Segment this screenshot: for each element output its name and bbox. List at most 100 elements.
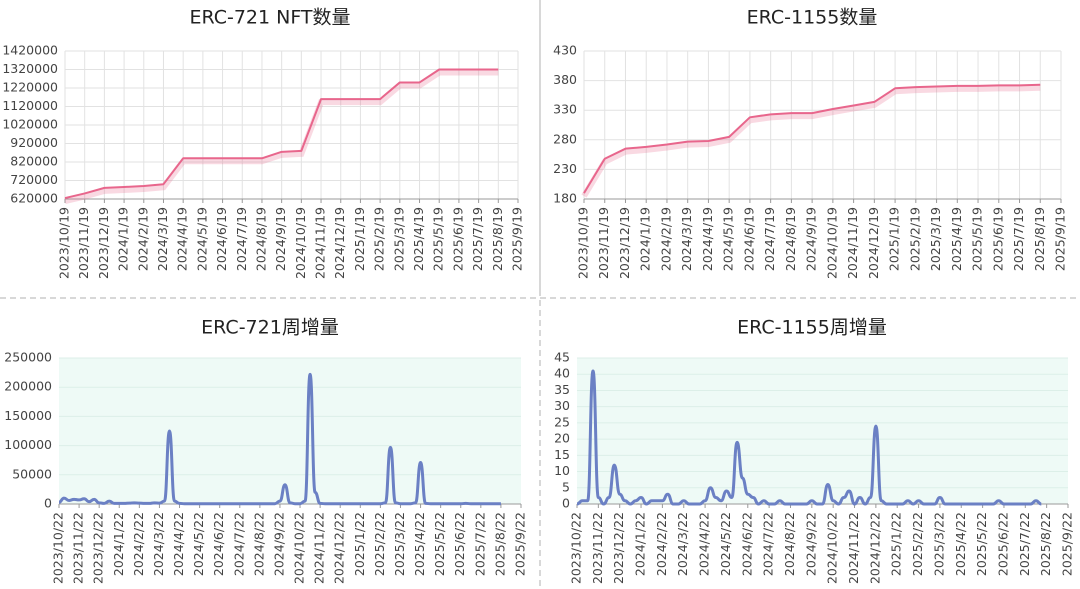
x-tick-label: 2023/10/19 [576,207,591,279]
line-shadow [64,69,499,204]
y-tick-label: 40 [554,366,570,381]
y-tick-label: 620000 [10,191,58,206]
x-tick-label: 2025/5/19 [431,207,446,271]
x-tick-label: 2024/5/22 [718,512,733,576]
y-tick-label: 10 [554,463,570,478]
x-tick-label: 2025/9/19 [510,207,525,271]
x-tick-label: 2025/6/22 [995,512,1010,576]
x-tick-label: 2024/7/22 [231,512,246,576]
x-tick-label: 2025/1/19 [887,207,902,271]
x-tick-label: 2025/1/19 [352,207,367,271]
y-tick-label: 0 [44,496,52,511]
x-tick-label: 2024/4/19 [175,207,190,271]
x-tick-label: 2024/11/19 [845,207,860,279]
x-tick-label: 2025/3/19 [391,207,406,271]
x-tick-label: 2024/11/22 [846,512,861,584]
x-tick-label: 2023/12/22 [611,512,626,584]
line [58,372,501,506]
x-tick-label: 2024/3/19 [155,207,170,271]
x-tick-label: 2024/9/19 [804,207,819,271]
line [583,83,1041,194]
x-tick-label: 2025/9/22 [1060,512,1075,576]
x-tick-label: 2024/10/19 [293,207,308,279]
x-tick-label: 2024/1/19 [116,207,131,271]
x-tick-label: 2025/2/19 [372,207,387,271]
x-tick-label: 2024/8/19 [253,207,268,271]
x-tick-label: 2023/12/19 [617,207,632,279]
x-tick-label: 2024/1/22 [633,512,648,576]
x-tick-label: 2024/9/22 [271,512,286,576]
x-tick-label: 2024/6/22 [739,512,754,576]
x-tick-label: 2024/3/22 [151,512,166,576]
x-tick-label: 2025/6/22 [452,512,467,576]
x-tick-label: 2025/5/22 [432,512,447,576]
chart-title: ERC-1155数量 [747,7,878,29]
x-tick-label: 2025/7/22 [472,512,487,576]
x-tick-label: 2024/12/19 [866,207,881,279]
x-tick-label: 2025/4/22 [953,512,968,576]
y-tick-label: 1020000 [2,117,58,132]
y-tick-label: 330 [553,102,577,117]
x-tick-label: 2025/5/19 [970,207,985,271]
y-tick-label: 30 [554,398,570,413]
x-tick-label: 2025/9/22 [513,512,528,576]
x-tick-label: 2023/10/22 [569,512,584,584]
x-tick-label: 2025/8/19 [490,207,505,271]
x-tick-label: 2025/3/22 [931,512,946,576]
line-shadow [581,84,1041,198]
x-tick-label: 2024/6/19 [214,207,229,271]
y-tick-label: 150000 [4,408,52,423]
y-tick-label: 280 [553,131,577,146]
y-tick-label: 430 [553,43,577,58]
x-tick-label: 2025/6/19 [450,207,465,271]
x-tick-label: 2025/7/19 [470,207,485,271]
x-tick-label: 2025/7/22 [1017,512,1032,576]
x-tick-label: 2023/10/22 [51,512,66,584]
y-tick-label: 1320000 [2,61,58,76]
x-tick-label: 2025/4/22 [412,512,427,576]
x-tick-label: 2023/11/22 [71,512,86,584]
y-tick-label: 25 [554,414,570,429]
x-tick-label: 2025/4/19 [411,207,426,271]
y-tick-label: 1220000 [2,80,58,95]
x-tick-label: 2023/11/22 [590,512,605,584]
y-tick-label: 720000 [10,172,58,187]
x-tick-label: 2025/6/19 [990,207,1005,271]
x-tick-label: 2024/3/19 [679,207,694,271]
y-tick-label: 100000 [4,437,52,452]
x-tick-label: 2025/7/19 [1011,207,1026,271]
x-tick-label: 2024/8/19 [783,207,798,271]
x-tick-label: 2024/5/19 [721,207,736,271]
x-tick-label: 2025/8/22 [1038,512,1053,576]
x-tick-label: 2024/1/22 [111,512,126,576]
x-tick-label: 2024/9/22 [803,512,818,576]
chart-title: ERC-721 NFT数量 [189,7,350,29]
x-tick-label: 2023/11/19 [76,207,91,279]
x-tick-label: 2024/7/19 [234,207,249,271]
x-tick-label: 2024/1/19 [638,207,653,271]
x-tick-label: 2025/8/22 [492,512,507,576]
x-tick-label: 2024/5/22 [191,512,206,576]
x-tick-label: 2025/1/22 [352,512,367,576]
x-tick-label: 2024/7/22 [761,512,776,576]
x-tick-label: 2024/6/19 [741,207,756,271]
x-tick-label: 2024/12/19 [332,207,347,279]
y-tick-label: 35 [554,382,570,397]
y-tick-label: 1420000 [2,43,58,58]
x-tick-label: 2024/12/22 [867,512,882,584]
x-tick-label: 2023/12/22 [91,512,106,584]
x-tick-label: 2024/9/19 [273,207,288,271]
x-tick-label: 2023/11/19 [596,207,611,279]
y-tick-label: 250000 [4,350,52,365]
x-tick-label: 2025/8/19 [1032,207,1047,271]
x-tick-label: 2024/12/22 [332,512,347,584]
x-tick-label: 2024/6/22 [211,512,226,576]
y-tick-label: 20 [554,431,570,446]
plot-area [59,358,521,504]
x-tick-label: 2025/9/19 [1053,207,1068,271]
chart-title: ERC-721周增量 [201,317,339,339]
x-tick-label: 2024/4/22 [171,512,186,576]
line [576,369,1042,506]
x-tick-label: 2025/5/22 [974,512,989,576]
